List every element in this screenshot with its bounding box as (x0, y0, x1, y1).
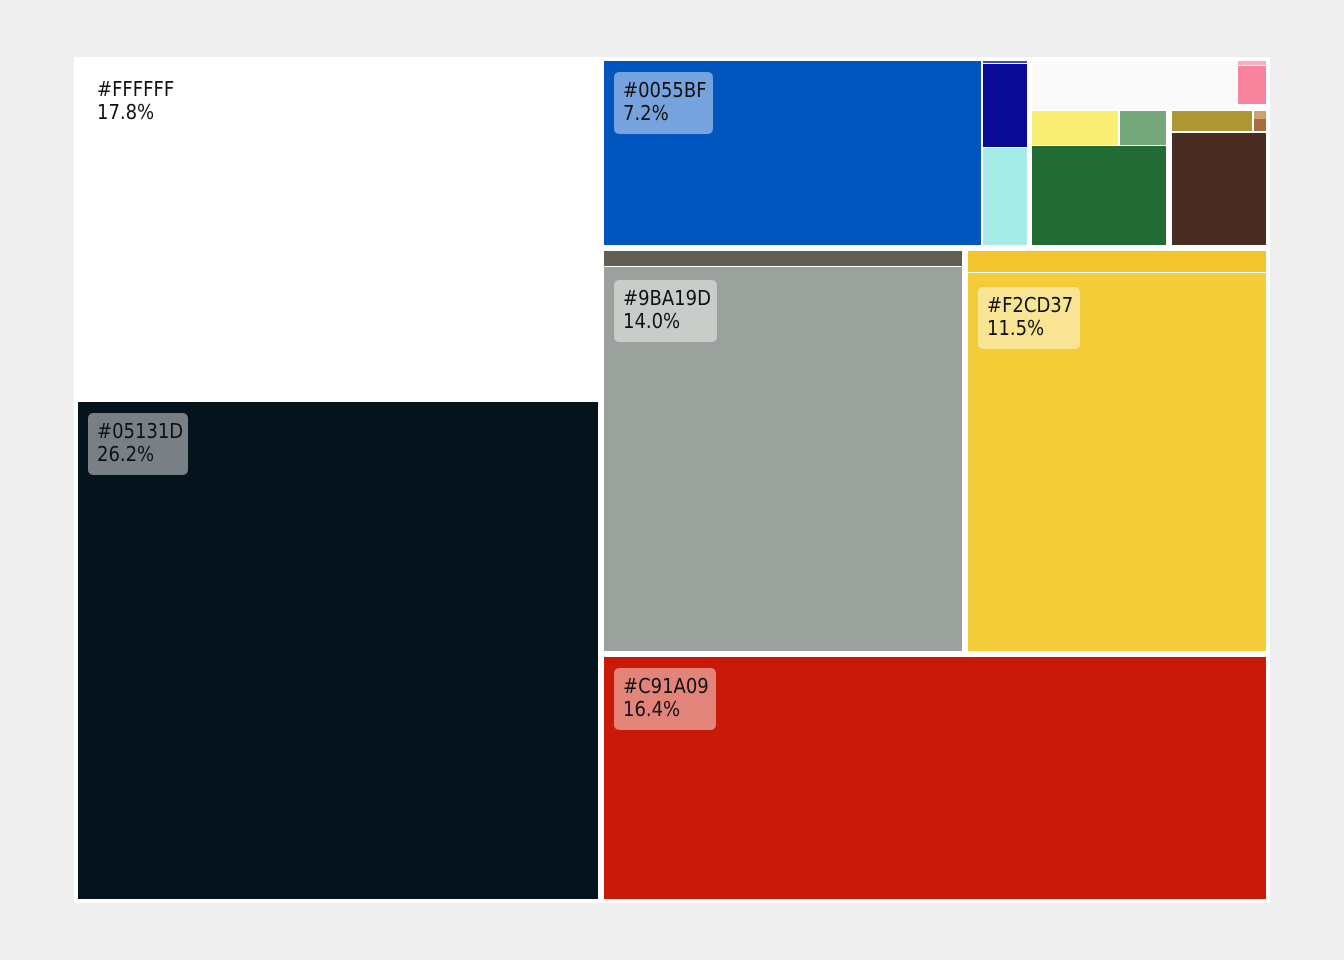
tile-label-bg-f2cd37 (978, 287, 1080, 349)
tile-percent-9ba19d: 14.0% (623, 309, 680, 333)
tile-percent-f2cd37: 11.5% (987, 316, 1044, 340)
treemap-tile-a5ece6 (983, 148, 1027, 245)
tile-percent-c91a09: 16.4% (623, 697, 680, 721)
tile-percent-ffffff: 17.8% (97, 100, 154, 124)
tile-label-bg-0055bf (614, 72, 713, 134)
tile-percent-05131d: 26.2% (97, 442, 154, 466)
tile-label-c91a09: #C91A09 (623, 674, 709, 698)
tile-label-ffffff: #FFFFFF (97, 77, 174, 101)
treemap-tile-f8839c (1238, 66, 1266, 104)
treemap-tile-yellow-strip (968, 251, 1266, 272)
tile-label-0055bf: #0055BF (623, 78, 707, 102)
tile-label-05131d: #05131D (97, 419, 183, 443)
treemap-tile-fafafa (1032, 61, 1235, 109)
tile-label-bg-c91a09 (614, 668, 716, 730)
treemap-tile-0a0a96 (983, 64, 1027, 147)
treemap-tile-226b35 (1032, 146, 1166, 245)
tile-label-f2cd37: #F2CD37 (987, 293, 1073, 317)
treemap-tile-76a77c (1120, 111, 1166, 145)
treemap-tile-ac9734 (1172, 111, 1252, 131)
treemap-tile-ffffff (74, 57, 602, 402)
tile-percent-0055bf: 7.2% (623, 101, 669, 125)
treemap-tile-blue-strip (983, 61, 1027, 63)
tile-label-9ba19d: #9BA19D (623, 286, 711, 310)
treemap-tile-f7ee73 (1032, 111, 1118, 145)
treemap-tile-pink-strip (1238, 61, 1266, 65)
treemap-tile-5f5f52 (604, 251, 962, 266)
treemap-tile-4a2d22 (1172, 133, 1266, 245)
treemap-tile-tan-strip (1254, 111, 1266, 119)
treemap-tile-05131d (78, 402, 598, 899)
tile-label-bg-9ba19d (614, 280, 717, 342)
tile-label-bg-05131d (88, 413, 188, 475)
